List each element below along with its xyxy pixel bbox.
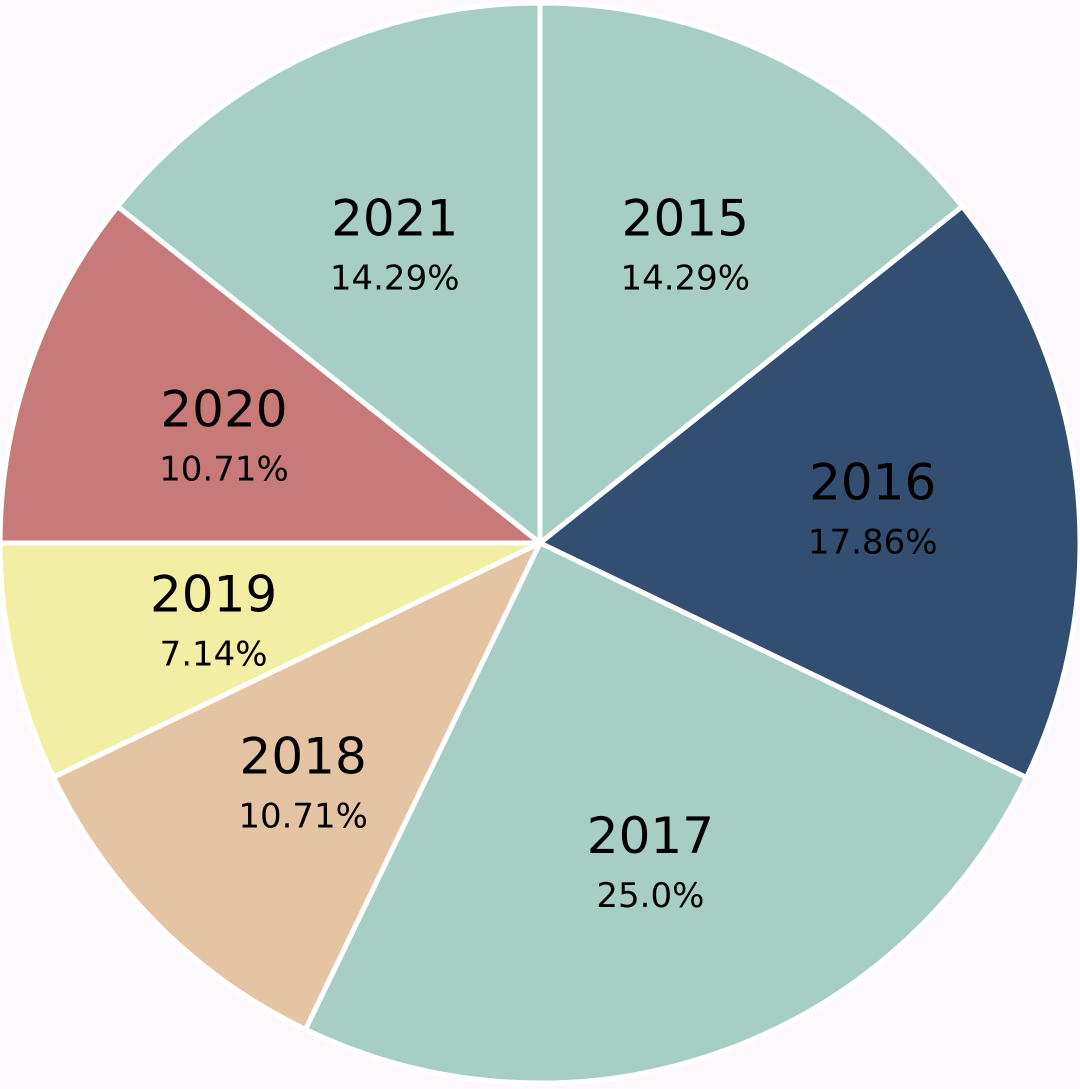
pie-slice-2015 xyxy=(537,0,965,546)
slice-percent-2017: 25.0% xyxy=(596,876,704,916)
slice-label-2021: 2021 xyxy=(331,189,458,247)
pie-slice-2019 xyxy=(0,540,543,780)
slice-percent-2015: 14.29% xyxy=(620,258,750,298)
slice-percent-2018: 10.71% xyxy=(238,797,368,837)
pie-slice-2020 xyxy=(0,203,543,546)
pie-slice-2021 xyxy=(115,0,543,546)
slice-percent-2020: 10.71% xyxy=(159,449,289,489)
pie-slice-2017 xyxy=(302,540,1029,1086)
slice-percent-2021: 14.29% xyxy=(330,258,460,298)
pie-slice-2018 xyxy=(50,540,543,1032)
slice-label-2016: 2016 xyxy=(809,454,936,512)
slice-percent-2016: 17.86% xyxy=(808,523,938,563)
slice-label-2018: 2018 xyxy=(240,728,367,786)
slice-label-2020: 2020 xyxy=(160,380,287,438)
slice-percent-2019: 7.14% xyxy=(160,634,268,674)
labels-layer: 2015 14.29% 2016 17.86% 2017 25.0% 2018 10.71% 2… xyxy=(150,189,938,916)
pie-slice-2016 xyxy=(537,203,1080,781)
slice-label-2019: 2019 xyxy=(150,565,277,623)
slice-label-2015: 2015 xyxy=(622,189,749,247)
slice-label-2017: 2017 xyxy=(587,807,714,865)
